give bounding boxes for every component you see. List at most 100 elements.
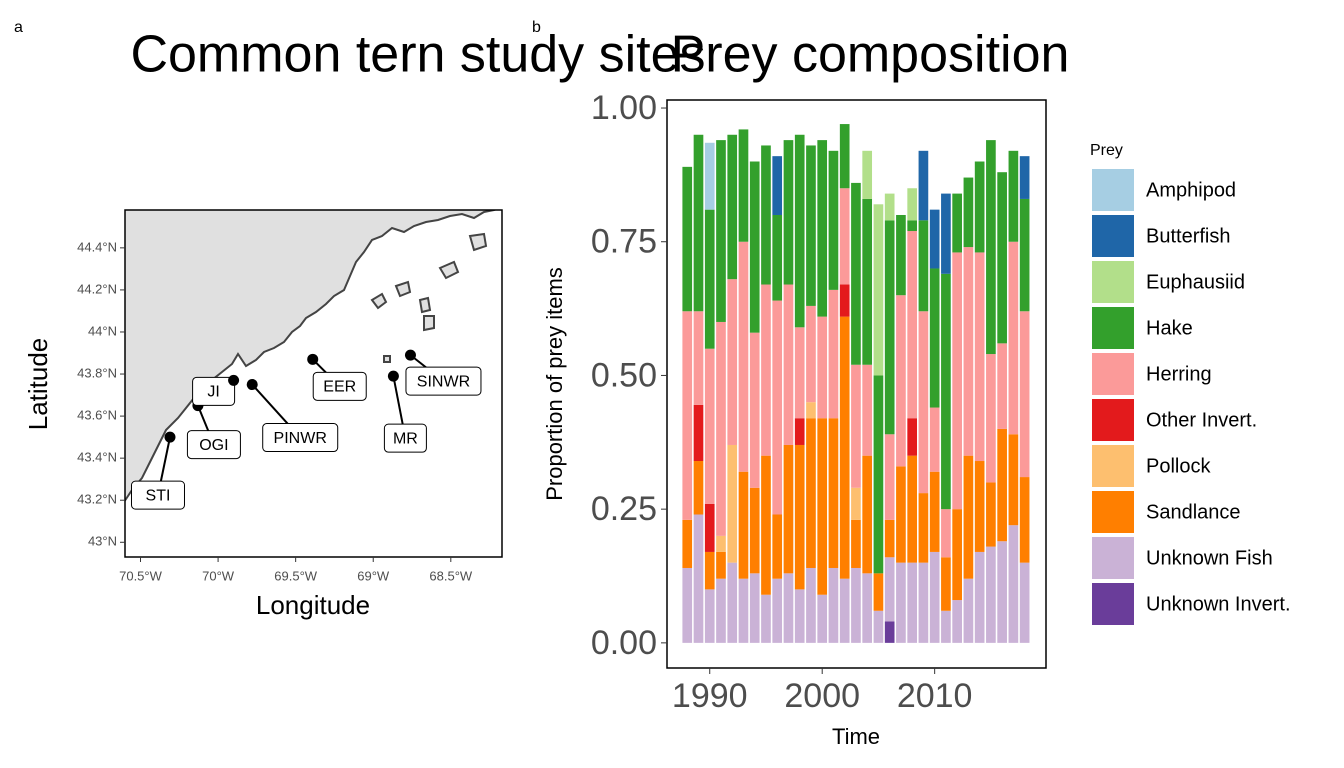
bar-segment [1019,156,1030,199]
site-label: MR [393,430,418,447]
bar-segment [986,482,996,547]
bar-segment [918,562,929,643]
bar-segment [997,541,1007,643]
legend-label: Amphipod [1146,179,1236,201]
bar-segment [749,161,760,333]
bar-segment [963,455,974,579]
bar-segment [828,567,839,643]
bar-segment [974,461,985,552]
bar-segment [794,589,805,643]
bar-segment [873,610,884,643]
bar-segment [907,231,918,419]
bar-segment [704,348,715,504]
legend-label: Other Invert. [1146,409,1257,431]
bar-segment [918,493,929,563]
bar-segment [704,209,715,349]
bar-segment [963,578,974,643]
bar-segment [716,321,726,536]
bar-segment [907,220,918,232]
bar-segment [682,567,693,643]
bar-segment [749,573,760,643]
bar-segment [727,562,738,643]
bar-segment [918,150,929,221]
y-tick-label: 0.50 [591,356,657,394]
site-label-box [383,423,427,453]
bar-segment [794,418,805,445]
y-axis-label: Proportion of prey items [542,267,567,501]
legend-key [1092,307,1134,349]
bar-segment [828,289,839,419]
site-label-box [130,480,185,510]
bar-segment [772,156,783,215]
bar-segment [851,567,861,643]
bar-segment [716,578,726,643]
bar-segment [974,252,985,462]
bar-segment [918,311,929,494]
site-label-box [186,430,241,460]
bar-segment [862,198,873,365]
y-tick-label: 43.4°N [77,450,117,465]
bar-segment [941,273,951,510]
legend-key [1092,491,1134,533]
bar-segment [1019,562,1030,643]
legend-key [1092,169,1134,211]
bar-segment [828,150,839,290]
bar-segment [772,578,783,643]
bar-segment [772,214,783,301]
bar-segment [738,578,749,643]
legend-label: Butterfish [1146,225,1230,247]
x-tick-label: 2000 [784,677,860,715]
bar-segment [896,466,906,563]
bar-segment [1008,434,1019,526]
site-point [404,349,416,361]
bar-segment [693,311,704,405]
site-label: STI [146,487,171,504]
bar-segment [772,300,783,515]
y-tick-label: 0.75 [591,223,657,261]
bar-segment [952,600,962,643]
bar-segment [873,573,884,611]
bar-segment [986,140,996,355]
bar-segment [704,551,715,590]
bar-segment [986,546,996,643]
bar-segment [806,305,816,403]
legend-key [1092,445,1134,487]
y-tick-label: 43°N [88,534,117,549]
bar-segment [817,418,828,595]
bar-segment [941,557,951,611]
bar-segment [727,134,738,280]
site-label: PINWR [274,430,327,447]
plot-frame [666,99,1047,669]
bar-segment [929,268,940,408]
bar-segment [1019,311,1030,478]
x-tick-label: 70.5°W [119,568,163,583]
bar-segment [783,444,794,574]
site-point [246,379,258,391]
bar-segment [941,509,951,558]
bar-segment [716,140,726,322]
bar-segment [963,247,974,456]
y-tick-label: 44.4°N [77,239,117,254]
x-tick-label: 1990 [672,677,748,715]
map-frame [124,209,503,558]
bar-segment [918,220,929,312]
bar-segment [716,551,726,579]
site-point [164,431,176,443]
bar-segment [851,519,861,568]
bar-segment [929,407,940,472]
y-tick-label: 44°N [88,323,117,338]
bar-segment [828,418,839,568]
site-label-box [312,371,367,401]
bar-segment [941,193,951,274]
bar-segment [749,487,760,574]
bar-segment [806,567,816,643]
site-label: EER [323,379,356,396]
bar-segment [794,134,805,328]
bar-segment [704,503,715,552]
bar-segment [817,594,828,643]
bar-segment [997,172,1007,344]
bar-segment [851,182,861,365]
legend-label: Unknown Fish [1146,547,1273,569]
legend-label: Hake [1146,317,1193,339]
bar-segment [1008,525,1019,643]
